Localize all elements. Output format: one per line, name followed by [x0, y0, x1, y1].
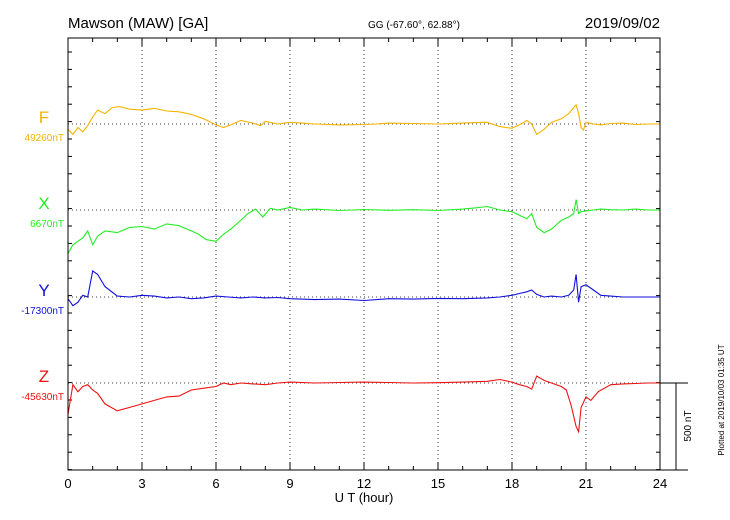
grid	[68, 38, 660, 470]
series-baseline-y: -17300nT	[21, 306, 64, 317]
series-line-f	[67, 103, 660, 136]
x-tick-label: 6	[212, 476, 219, 491]
series-name-f: F	[39, 108, 49, 127]
scale-bar-label: 500 nT	[683, 410, 694, 441]
x-axis-label: U T (hour)	[335, 490, 394, 505]
x-tick-label: 12	[357, 476, 371, 491]
series-name-z: Z	[39, 367, 49, 386]
x-tick-label: 21	[579, 476, 593, 491]
x-tick-label: 3	[138, 476, 145, 491]
series-name-x: X	[38, 194, 49, 213]
axis-ticks: 0 3 6 9 12 15 18 21 24	[64, 38, 667, 491]
series-line-z	[67, 375, 660, 434]
series-line-y	[67, 269, 660, 307]
series-baseline-x: 6670nT	[30, 219, 64, 230]
series-baseline-f: 49260nT	[25, 133, 64, 144]
series-baseline-z: -45630nT	[21, 392, 64, 403]
chart-title: Mawson (MAW) [GA]	[68, 15, 208, 32]
scale-bar: 500 nT	[660, 382, 694, 471]
x-tick-label: 24	[653, 476, 667, 491]
plotted-timestamp: Plotted at 2019/10/03 01:35 UT	[717, 344, 726, 455]
station-coordinates: GG (-67.60°, 62.88°)	[368, 20, 460, 31]
chart-date: 2019/09/02	[585, 15, 660, 32]
x-tick-label: 15	[431, 476, 445, 491]
series-line-x	[67, 199, 660, 254]
x-tick-label: 0	[64, 476, 71, 491]
series-group: F 49260nT X 6670nT Y -17300nT Z -45630nT	[21, 103, 660, 434]
x-tick-label: 9	[286, 476, 293, 491]
x-tick-label: 18	[505, 476, 519, 491]
plot-frame	[67, 37, 661, 471]
series-name-y: Y	[38, 281, 49, 300]
